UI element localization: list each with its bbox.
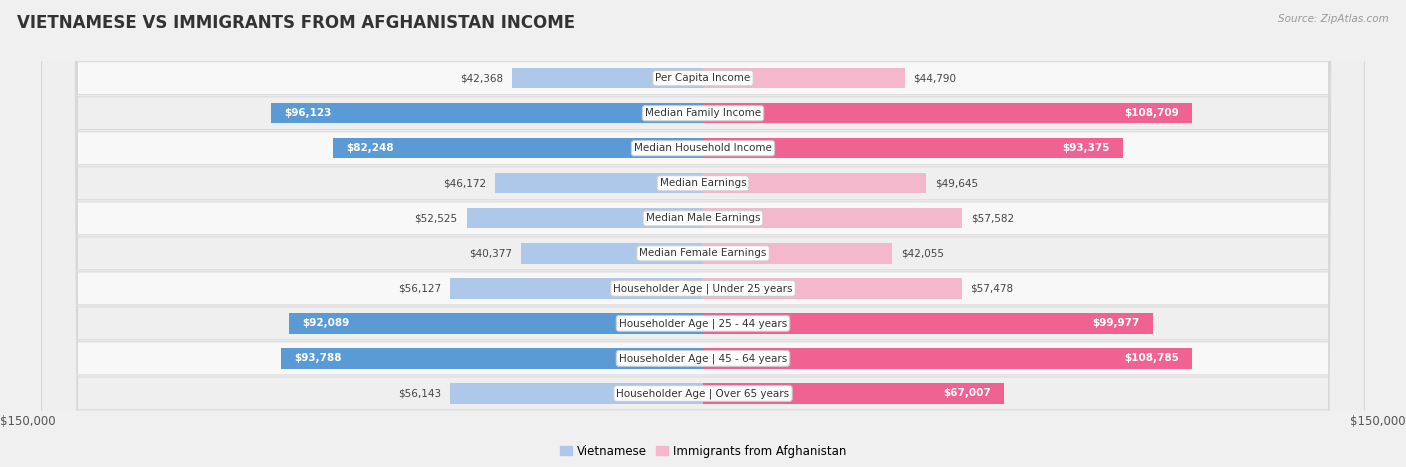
Bar xyxy=(703,278,962,298)
FancyBboxPatch shape xyxy=(42,0,1364,467)
Bar xyxy=(281,348,703,368)
Text: $96,123: $96,123 xyxy=(284,108,332,118)
Legend: Vietnamese, Immigrants from Afghanistan: Vietnamese, Immigrants from Afghanistan xyxy=(560,445,846,458)
Text: $108,709: $108,709 xyxy=(1123,108,1178,118)
Bar xyxy=(703,68,904,88)
FancyBboxPatch shape xyxy=(42,0,1364,467)
Text: VIETNAMESE VS IMMIGRANTS FROM AFGHANISTAN INCOME: VIETNAMESE VS IMMIGRANTS FROM AFGHANISTA… xyxy=(17,14,575,32)
Text: $52,525: $52,525 xyxy=(415,213,458,223)
Bar xyxy=(270,103,703,123)
Bar xyxy=(467,208,703,228)
Bar xyxy=(703,138,1123,158)
Bar xyxy=(288,313,703,333)
Bar xyxy=(512,68,703,88)
Text: $99,977: $99,977 xyxy=(1092,318,1139,328)
Text: Per Capita Income: Per Capita Income xyxy=(655,73,751,83)
Text: Median Earnings: Median Earnings xyxy=(659,178,747,188)
FancyBboxPatch shape xyxy=(42,0,1364,467)
Text: $93,375: $93,375 xyxy=(1062,143,1109,153)
FancyBboxPatch shape xyxy=(42,0,1364,467)
Text: Median Male Earnings: Median Male Earnings xyxy=(645,213,761,223)
FancyBboxPatch shape xyxy=(42,0,1364,467)
Text: $82,248: $82,248 xyxy=(346,143,394,153)
Bar xyxy=(703,208,962,228)
Text: $57,478: $57,478 xyxy=(970,283,1014,293)
Text: Householder Age | Under 25 years: Householder Age | Under 25 years xyxy=(613,283,793,294)
Bar xyxy=(495,173,703,193)
Text: Median Household Income: Median Household Income xyxy=(634,143,772,153)
Bar xyxy=(450,278,703,298)
Text: $46,172: $46,172 xyxy=(443,178,486,188)
Text: $108,785: $108,785 xyxy=(1123,354,1180,363)
Text: $92,089: $92,089 xyxy=(302,318,350,328)
Text: $56,127: $56,127 xyxy=(398,283,441,293)
FancyBboxPatch shape xyxy=(42,0,1364,467)
Text: $40,377: $40,377 xyxy=(470,248,512,258)
Text: $56,143: $56,143 xyxy=(398,389,441,398)
Bar xyxy=(703,103,1192,123)
Text: $67,007: $67,007 xyxy=(943,389,991,398)
Bar xyxy=(703,348,1192,368)
Text: $49,645: $49,645 xyxy=(935,178,979,188)
Bar xyxy=(333,138,703,158)
FancyBboxPatch shape xyxy=(42,0,1364,467)
FancyBboxPatch shape xyxy=(42,0,1364,467)
Bar xyxy=(703,383,1004,403)
Text: $44,790: $44,790 xyxy=(914,73,956,83)
Bar xyxy=(522,243,703,263)
Text: Source: ZipAtlas.com: Source: ZipAtlas.com xyxy=(1278,14,1389,24)
Text: Median Female Earnings: Median Female Earnings xyxy=(640,248,766,258)
Text: $57,582: $57,582 xyxy=(972,213,1014,223)
FancyBboxPatch shape xyxy=(42,0,1364,467)
Text: Householder Age | 45 - 64 years: Householder Age | 45 - 64 years xyxy=(619,353,787,364)
Bar xyxy=(450,383,703,403)
Text: $42,055: $42,055 xyxy=(901,248,945,258)
Text: $93,788: $93,788 xyxy=(294,354,342,363)
Bar xyxy=(703,313,1153,333)
Text: $42,368: $42,368 xyxy=(460,73,503,83)
FancyBboxPatch shape xyxy=(42,0,1364,467)
Bar xyxy=(703,173,927,193)
Bar xyxy=(703,243,893,263)
Text: Householder Age | Over 65 years: Householder Age | Over 65 years xyxy=(616,388,790,399)
Text: Householder Age | 25 - 44 years: Householder Age | 25 - 44 years xyxy=(619,318,787,329)
Text: Median Family Income: Median Family Income xyxy=(645,108,761,118)
